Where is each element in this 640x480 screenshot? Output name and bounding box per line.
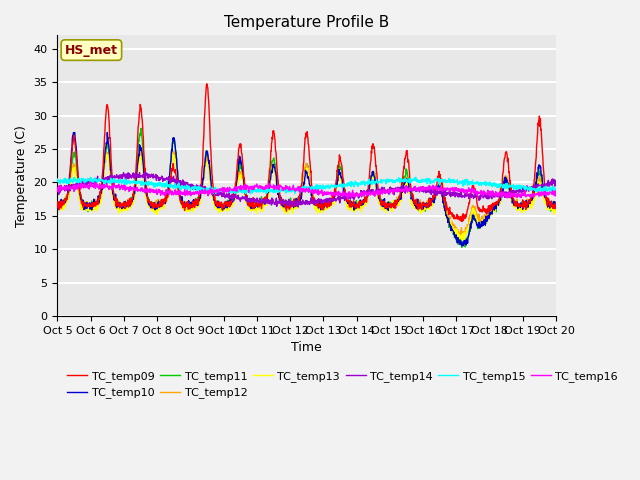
TC_temp10 — [54, 204, 61, 209]
TC_temp10 — [71, 130, 79, 135]
TC_temp12 — [153, 198, 161, 204]
TC_temp13 — [221, 205, 228, 211]
TC_temp11 — [493, 202, 501, 207]
TC_temp10 — [460, 243, 467, 249]
TC_temp10 — [221, 204, 228, 210]
TC_temp09 — [152, 203, 160, 208]
TC_temp09 — [552, 201, 560, 206]
TC_temp15 — [493, 185, 501, 191]
TC_temp14 — [294, 204, 302, 210]
TC_temp09 — [384, 205, 392, 211]
TC_temp09 — [203, 81, 211, 87]
TC_temp11 — [221, 201, 228, 207]
Line: TC_temp14: TC_temp14 — [58, 172, 556, 207]
TC_temp11 — [384, 201, 392, 206]
TC_temp09 — [458, 218, 466, 224]
TC_temp15 — [152, 181, 160, 187]
TC_temp16 — [54, 186, 61, 192]
TC_temp13 — [460, 237, 468, 243]
TC_temp12 — [449, 222, 457, 228]
TC_temp11 — [137, 125, 145, 131]
TC_temp12 — [552, 204, 560, 209]
TC_temp09 — [221, 204, 228, 210]
TC_temp14 — [552, 179, 560, 184]
Line: TC_temp15: TC_temp15 — [58, 177, 556, 193]
TC_temp09 — [54, 199, 61, 205]
TC_temp16 — [164, 188, 172, 194]
TC_temp12 — [384, 204, 392, 210]
TC_temp12 — [493, 202, 501, 207]
TC_temp16 — [92, 180, 99, 185]
TC_temp10 — [153, 203, 161, 208]
TC_temp14 — [153, 178, 161, 183]
TC_temp16 — [493, 190, 501, 196]
TC_temp15 — [54, 176, 61, 182]
TC_temp09 — [493, 201, 501, 207]
TC_temp11 — [153, 203, 161, 209]
Title: Temperature Profile B: Temperature Profile B — [224, 15, 389, 30]
TC_temp14 — [385, 187, 392, 192]
TC_temp13 — [54, 205, 61, 211]
TC_temp11 — [458, 244, 465, 250]
TC_temp11 — [164, 182, 172, 188]
TC_temp16 — [385, 188, 392, 194]
X-axis label: Time: Time — [291, 341, 322, 354]
TC_temp11 — [449, 231, 457, 237]
TC_temp13 — [449, 228, 457, 234]
Line: TC_temp10: TC_temp10 — [58, 132, 556, 246]
Line: TC_temp16: TC_temp16 — [58, 182, 556, 199]
Y-axis label: Temperature (C): Temperature (C) — [15, 125, 28, 227]
TC_temp15 — [384, 179, 392, 184]
TC_temp15 — [552, 189, 560, 194]
TC_temp09 — [164, 191, 172, 197]
Line: TC_temp11: TC_temp11 — [58, 128, 556, 247]
TC_temp15 — [164, 182, 172, 188]
TC_temp14 — [493, 193, 501, 199]
TC_temp14 — [141, 169, 148, 175]
TC_temp10 — [552, 204, 560, 210]
TC_temp12 — [460, 234, 467, 240]
Line: TC_temp13: TC_temp13 — [58, 155, 556, 240]
Line: TC_temp09: TC_temp09 — [58, 84, 556, 221]
TC_temp16 — [552, 193, 560, 199]
TC_temp12 — [164, 181, 172, 187]
TC_temp12 — [221, 201, 228, 207]
TC_temp15 — [220, 186, 228, 192]
TC_temp14 — [449, 189, 457, 194]
TC_temp13 — [552, 207, 560, 213]
TC_temp10 — [493, 202, 501, 207]
Line: TC_temp12: TC_temp12 — [58, 150, 556, 237]
TC_temp14 — [221, 192, 228, 198]
Legend: TC_temp09, TC_temp10, TC_temp11, TC_temp12, TC_temp13, TC_temp14, TC_temp15, TC_: TC_temp09, TC_temp10, TC_temp11, TC_temp… — [63, 367, 623, 403]
TC_temp10 — [449, 228, 457, 234]
Text: HS_met: HS_met — [65, 44, 118, 57]
TC_temp11 — [552, 199, 560, 205]
TC_temp12 — [54, 203, 61, 208]
TC_temp16 — [344, 196, 352, 202]
TC_temp15 — [246, 191, 254, 196]
TC_temp14 — [164, 174, 172, 180]
TC_temp13 — [152, 204, 160, 210]
TC_temp12 — [136, 147, 144, 153]
TC_temp13 — [384, 205, 392, 211]
TC_temp13 — [493, 203, 501, 209]
TC_temp09 — [449, 212, 457, 217]
TC_temp13 — [164, 192, 172, 197]
TC_temp15 — [449, 180, 457, 186]
TC_temp14 — [54, 188, 61, 194]
TC_temp16 — [221, 190, 228, 195]
TC_temp16 — [449, 185, 457, 191]
TC_temp15 — [412, 174, 419, 180]
TC_temp13 — [169, 152, 177, 157]
TC_temp10 — [164, 177, 172, 182]
TC_temp16 — [153, 186, 161, 192]
TC_temp11 — [54, 199, 61, 205]
TC_temp10 — [384, 199, 392, 205]
